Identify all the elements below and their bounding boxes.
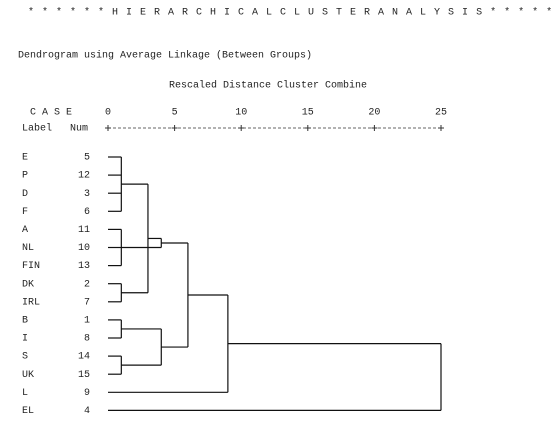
case-label: IRL [22,297,40,308]
case-heading: C A S E [30,108,72,119]
case-label: UK [22,370,34,381]
x-tick-label: 5 [172,108,178,119]
x-tick-label: 0 [105,108,111,119]
chart-title: Dendrogram using Average Linkage (Betwee… [18,50,312,62]
case-num: 14 [78,352,90,363]
header: * * * * * * H I E R A R C H I C A L C L … [28,7,560,19]
case-num: 13 [78,261,90,272]
x-tick-label: 10 [235,108,247,119]
case-num: 9 [84,388,90,399]
case-label: B [22,316,28,327]
case-num: 3 [84,189,90,200]
case-num: 4 [84,406,90,417]
x-tick-label: 15 [302,108,314,119]
case-num: 5 [84,153,90,164]
case-num: 10 [78,243,90,254]
case-label: D [22,189,28,200]
case-label: P [22,171,28,182]
case-num: 1 [84,316,90,327]
x-tick-label: 25 [435,108,447,119]
case-label: F [22,207,28,218]
case-label: S [22,352,28,363]
case-num: 11 [78,225,90,236]
case-num: 7 [84,297,90,308]
num-heading: Num [70,124,88,135]
case-label: I [22,334,28,345]
case-label: FIN [22,261,40,272]
case-num: 15 [78,370,90,381]
x-tick-label: 20 [368,108,380,119]
case-num: 12 [78,171,90,182]
case-label: A [22,225,28,236]
case-label: NL [22,243,34,254]
label-heading: Label [22,123,52,135]
case-num: 6 [84,207,90,218]
case-num: 2 [84,279,90,290]
case-label: L [22,388,28,399]
case-label: E [22,153,28,164]
case-num: 8 [84,334,90,345]
case-label: EL [22,406,34,417]
case-label: DK [22,279,34,290]
x-axis-title: Rescaled Distance Cluster Combine [169,80,367,92]
